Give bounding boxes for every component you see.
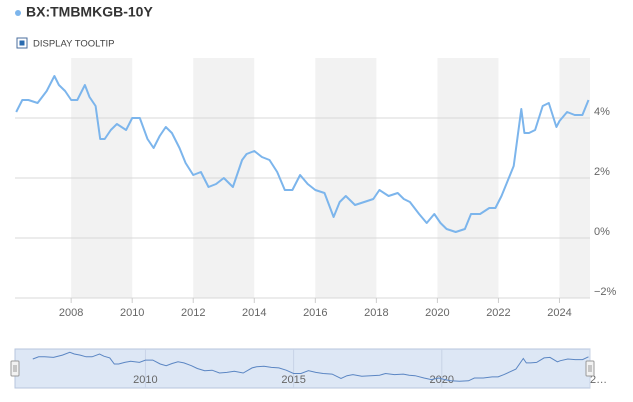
y-tick-label: 0%: [594, 226, 610, 238]
x-tick-label: 2022: [486, 307, 510, 319]
legend-label: BX:TMBMKGB-10Y: [26, 4, 153, 20]
tooltip-toggle[interactable]: DISPLAY TOOLTIP: [16, 37, 115, 50]
y-tick-label: −2%: [594, 286, 617, 298]
x-tick-label: 2018: [364, 307, 388, 319]
x-tick-label: 2024: [547, 307, 571, 319]
navigator-handle: [585, 360, 595, 377]
x-tick-label: 2012: [181, 307, 205, 319]
checkbox-check: [19, 40, 25, 46]
navigator-line: [32, 351, 589, 382]
y-tick-label: 4%: [594, 106, 610, 118]
navigator-tick-label: 2015: [281, 374, 305, 386]
navigator-tick-label: 2020: [430, 374, 454, 386]
x-tick-label: 2008: [59, 307, 83, 319]
series-line: [15, 75, 590, 233]
x-tick-label: 2020: [425, 307, 449, 319]
navigator-background: [14, 348, 591, 389]
legend-dot: [15, 10, 21, 16]
x-tick-label: 2010: [120, 307, 144, 319]
toggle-label[interactable]: DISPLAY TOOLTIP: [33, 39, 115, 50]
y-tick-label: 2%: [594, 166, 610, 178]
x-tick-label: 2016: [303, 307, 327, 319]
navigator-tick-label: 2010: [133, 374, 157, 386]
navigator-tick-label: 2…: [590, 374, 607, 386]
x-tick-label: 2014: [242, 307, 266, 319]
navigator-handle: [10, 360, 20, 377]
